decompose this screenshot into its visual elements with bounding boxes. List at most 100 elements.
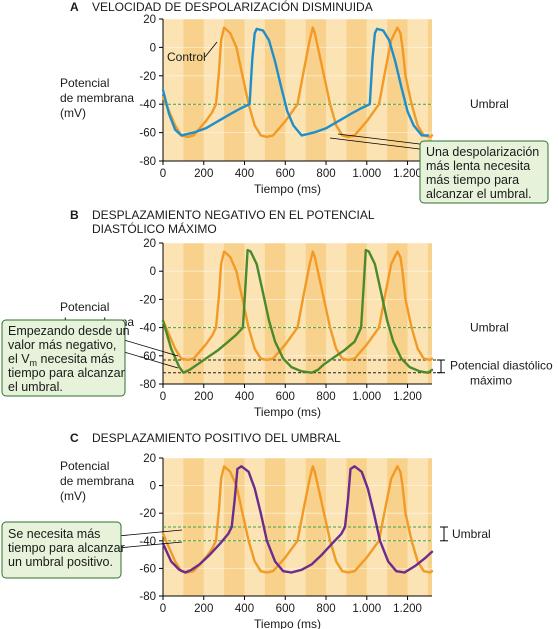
y-tick-label: -20 [139,71,156,83]
callout-text-line: más lenta necesita [426,159,530,173]
threshold-label: Umbral [470,97,509,111]
x-tick-label: 800 [316,391,335,403]
y-axis-label-line: (mV) [60,489,86,503]
plot-band [183,19,204,161]
callout-text-line: el Vm necesita más [8,352,114,368]
y-tick-label: -40 [139,99,156,111]
plot-band [427,19,432,161]
x-tick-label: 0 [160,391,166,403]
y-tick-label: -80 [139,591,156,603]
x-tick-label: 600 [276,603,295,615]
x-tick-label: 400 [235,391,254,403]
callout-leader-line [117,541,183,549]
control-series-label: Control [167,50,206,64]
y-tick-label: -80 [139,379,156,391]
y-tick-label: 20 [143,453,156,465]
x-axis-label: Tiempo (ms) [254,617,321,629]
callout-text-line: Una despolarización [426,145,539,159]
y-tick-label: -60 [139,128,156,140]
y-tick-label: -20 [139,294,156,306]
series-line-purple [161,465,434,574]
panel-letter: A [70,0,79,14]
callout-leader-line [123,351,179,369]
panel-letter: B [70,208,79,222]
subscript-text: m [30,358,38,368]
x-tick-label: 600 [276,391,295,403]
callout-text-line: el umbral. [8,380,63,394]
x-tick-label: 600 [276,168,295,180]
y-axis-label-line: Potencial [60,300,109,314]
series-line-green [161,248,434,374]
y-axis-label-line: Potencial [60,76,109,90]
x-tick-label: 1.000 [352,603,381,615]
callout-leader-line [123,339,179,357]
y-tick-label: 20 [143,238,156,250]
plot-band [305,243,327,384]
x-tick-label: 1.200 [393,168,422,180]
y-tick-label: -80 [139,156,156,168]
panel-b: B DESPLAZAMIENTO NEGATIVO EN EL POTENCIAL… [60,208,509,419]
y-axis-label-line: de membrana [60,91,134,105]
x-tick-label: 400 [235,168,254,180]
callout-box [419,140,549,204]
plot-band [224,19,245,161]
plot-band [224,243,245,384]
series-line-control [161,465,434,574]
y-tick-label: -20 [139,508,156,520]
callout-text-line: tiempo para alcanzar [8,366,125,380]
callout-box [1,319,126,397]
x-tick-label: 1.200 [393,391,422,403]
y-tick-label: -60 [139,351,156,363]
panel-a: A VELOCIDAD DE DESPOLARIZACIÓN DISMINUIDA… [60,0,509,196]
series-line-control [161,26,434,139]
x-tick-label: 1.000 [352,168,381,180]
y-tick-label: -60 [139,563,156,575]
callout-text-line: alcanzar el umbral. [426,187,532,201]
threshold-label: Umbral [452,527,491,541]
callout-text-line: Empezando desde un [8,324,130,338]
x-tick-label: 0 [160,603,166,615]
x-tick-label: 1.200 [393,603,422,615]
diastolic-label-line: máximo [470,373,512,387]
series-line-control [161,250,434,362]
threshold-label: Umbral [470,321,509,335]
panel-c: C DESPLAZAMIENTO POSITIVO DEL UMBRAL200-2… [60,431,434,629]
callout-text-part: necesita más [37,352,114,366]
control-leader-line [204,41,218,58]
y-axis-label-line: de membrana [60,474,134,488]
panel-letter: C [70,431,79,445]
x-tick-label: 0 [160,168,166,180]
x-axis-label: Tiempo (ms) [254,182,321,196]
y-tick-label: -40 [139,323,156,335]
callout-text-part: el V [8,352,30,366]
callout-leader-line [117,529,183,537]
x-tick-label: 400 [235,603,254,615]
x-axis-label: Tiempo (ms) [254,405,321,419]
x-tick-label: 1.000 [352,391,381,403]
y-axis-label-line: (mV) [60,106,86,120]
panel-title: VELOCIDAD DE DESPOLARIZACIÓN DISMINUIDA [92,0,373,14]
y-tick-label: 0 [150,42,156,54]
y-tick-label: 0 [150,266,156,278]
panel-title-line: DESPLAZAMIENTO NEGATIVO EN EL POTENCIAL [92,208,375,222]
y-axis-label-line: Potencial [60,459,109,473]
plot-band [183,243,204,384]
y-tick-label: 20 [143,14,156,26]
callout-text-line: valor más negativo, [8,338,116,352]
plot-band [346,243,367,384]
plot-band [427,243,432,384]
plot-band [305,19,327,161]
x-tick-label: 200 [194,168,213,180]
panel-title-line: DIASTÓLICO MÁXIMO [92,221,217,236]
series-line-blue [161,27,430,137]
y-tick-label: 0 [150,481,156,493]
panel-title: DESPLAZAMIENTO POSITIVO DEL UMBRAL [92,431,341,445]
plot-band [346,19,367,161]
callout-box [1,521,122,579]
x-tick-label: 200 [194,603,213,615]
callout-text-line: más tiempo para [426,173,519,187]
